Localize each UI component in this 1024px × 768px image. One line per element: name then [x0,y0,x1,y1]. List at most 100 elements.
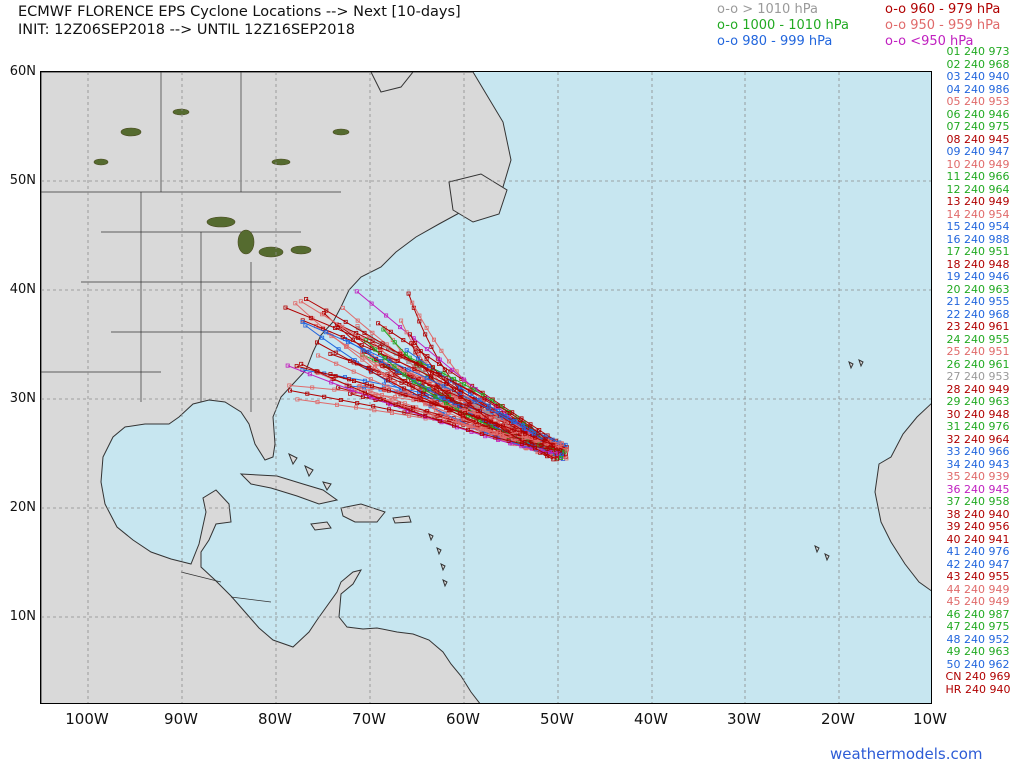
cyclone-track-point [310,385,315,390]
member-id: 36 [946,482,961,496]
map-panel[interactable] [40,71,932,704]
cyclone-track-point [351,369,356,374]
bahamas-islands [288,452,332,491]
cyclone-track-point [407,413,412,418]
cyclone-track-point [359,353,364,358]
cyclone-track-point [359,343,364,348]
cyclone-track-point [368,377,373,382]
cyclone-track-point [542,439,547,444]
member-hours: 240 [964,220,985,233]
lon-label-60w: 60W [446,710,480,728]
member-pressure: 988 [988,232,1010,246]
member-id: CN [945,670,962,683]
cyclone-track-point [283,305,288,310]
ensemble-member-row: 27 240 953 [932,371,1024,383]
cyclone-track-point [385,372,390,377]
member-hours: 240 [964,445,985,458]
member-pressure: 953 [988,370,1010,383]
ensemble-member-row: 37 240 958 [932,496,1024,508]
cyclone-track-point [424,347,429,352]
cyclone-track-point [512,427,517,432]
cyclone-track-point [378,396,383,401]
member-pressure: 949 [988,382,1010,396]
lat-label-20n: 20N [9,500,36,515]
cyclone-track-point [564,456,569,461]
member-pressure: 940 [988,70,1010,83]
member-pressure: 963 [988,282,1010,296]
cyclone-track-point [308,315,313,320]
africa-landmass [874,403,931,592]
cyclone-track-point [434,402,439,407]
ensemble-member-row: CN 240 969 [932,671,1024,683]
ensemble-member-row: 03 240 940 [932,71,1024,83]
cyclone-track-point [495,408,500,413]
cyclone-track-point [430,365,435,370]
cyclone-track-line [296,365,554,446]
cyclone-track-point [399,318,404,323]
ensemble-member-row: 14 240 954 [932,207,1024,221]
cyclone-track-point [473,419,478,424]
member-hours: 240 [964,207,985,221]
member-pressure: 945 [988,132,1010,146]
member-hours: 240 [964,632,985,646]
member-id: 46 [946,607,961,621]
lon-label-10w: 10W [913,710,947,728]
member-pressure: 940 [989,682,1011,696]
cyclone-track-point [503,419,508,424]
member-id: 18 [946,257,961,271]
cyclone-track-point [472,399,477,404]
member-hours: 240 [964,157,985,171]
member-pressure: 963 [988,645,1010,658]
cyclone-track-point [563,442,568,447]
member-id: 44 [946,582,961,596]
member-id: 19 [946,270,961,283]
ensemble-member-row: 25 240 951 [932,346,1024,358]
cyclone-track-point [453,396,458,401]
member-pressure: 963 [988,395,1010,408]
cyclone-track-point [344,382,349,387]
member-pressure: 948 [988,407,1010,421]
member-id: 01 [946,45,961,58]
lakes [93,108,350,258]
member-id: 07 [946,120,961,133]
member-pressure: 955 [988,332,1010,346]
lat-label-60n: 60N [9,64,36,79]
cyclone-track-point [470,383,475,388]
member-hours: 240 [964,382,985,396]
legend-lt950: o-o <950 hPa [885,34,974,49]
cyclone-track-point [450,367,455,372]
ensemble-member-row: 49 240 963 [932,646,1024,658]
member-pressure: 949 [988,157,1010,171]
cyclone-track-point [444,413,449,418]
cyclone-track-point [507,410,512,415]
member-pressure: 973 [988,45,1010,58]
member-id: 31 [946,420,961,433]
cyclone-track-point [543,434,548,439]
ensemble-member-row: 31 240 976 [932,421,1024,433]
member-hours: 240 [964,70,985,83]
cyclone-track-point [376,321,381,326]
political-borders [41,72,341,603]
cyclone-track-point [287,383,292,388]
cyclone-track-point [554,457,559,462]
site-credit[interactable]: weathermodels.com [830,745,983,763]
map-canvas[interactable] [41,72,932,704]
member-pressure: 976 [988,420,1010,433]
legend-980-999: o-o 980 - 999 hPa [717,34,833,49]
cyclone-track-point [463,408,468,413]
member-id: 24 [946,332,961,346]
member-hours: 240 [964,345,985,358]
puerto-rico-island [392,515,412,524]
member-id: 08 [946,132,961,146]
legend-gt1010: o-o > 1010 hPa [717,2,818,17]
cyclone-track-point [322,394,327,399]
member-pressure: 947 [988,557,1010,571]
cyclone-track-point [449,406,454,411]
ensemble-member-row: 39 240 956 [932,521,1024,533]
cyclone-track-point [355,318,360,323]
member-hours: 240 [964,57,985,71]
cyclone-track-point [324,308,329,313]
member-hours: 240 [964,507,985,521]
member-id: 47 [946,620,961,633]
cyclone-track-point [362,330,367,335]
